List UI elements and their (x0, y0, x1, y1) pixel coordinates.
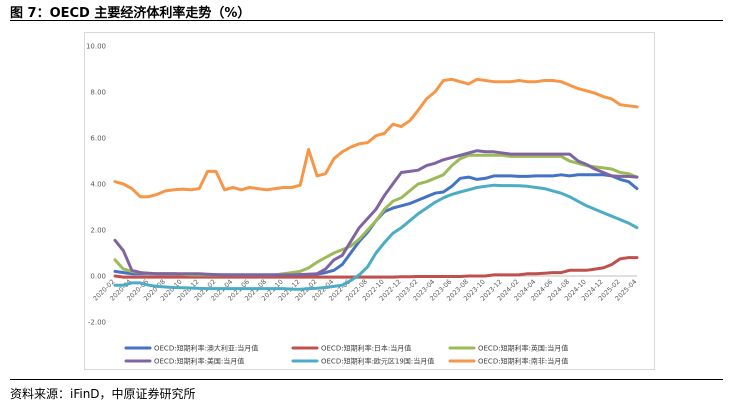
source-divider (10, 379, 723, 380)
y-tick-label: 2.00 (90, 227, 106, 235)
legend-label: OECD:短期利率:美国:当月值 (154, 357, 244, 366)
line-chart: -2.000.002.004.006.008.0010.002020-02202… (86, 43, 639, 366)
y-tick-label: 6.00 (90, 135, 106, 143)
series-line-5 (113, 77, 639, 199)
series-line-2 (113, 153, 639, 277)
legend-label: OECD:短期利率:欧元区19国:当月值 (321, 357, 434, 366)
y-tick-label: 0.00 (90, 273, 106, 281)
chart-frame (84, 32, 655, 370)
y-tick-label: -2.00 (88, 319, 106, 327)
source-note: 资料来源：iFinD，中原证券研究所 (10, 387, 196, 401)
legend-label: OECD:短期利率:南非:当月值 (478, 357, 568, 366)
y-tick-label: 4.00 (90, 181, 106, 189)
legend-label: OECD:短期利率:澳大利亚:当月值 (154, 344, 258, 353)
series-line-4 (113, 183, 639, 291)
y-tick-label: 8.00 (90, 89, 106, 97)
legend-label: OECD:短期利率:日本:当月值 (321, 344, 411, 353)
y-tick-label: 10.00 (86, 43, 106, 51)
legend-label: OECD:短期利率:英国:当月值 (478, 344, 568, 353)
series-line-1 (113, 256, 639, 279)
title-divider (10, 20, 723, 21)
figure-title: 图 7：OECD 主要经济体利率走势（%） (10, 6, 251, 21)
series-line-3 (113, 149, 639, 277)
